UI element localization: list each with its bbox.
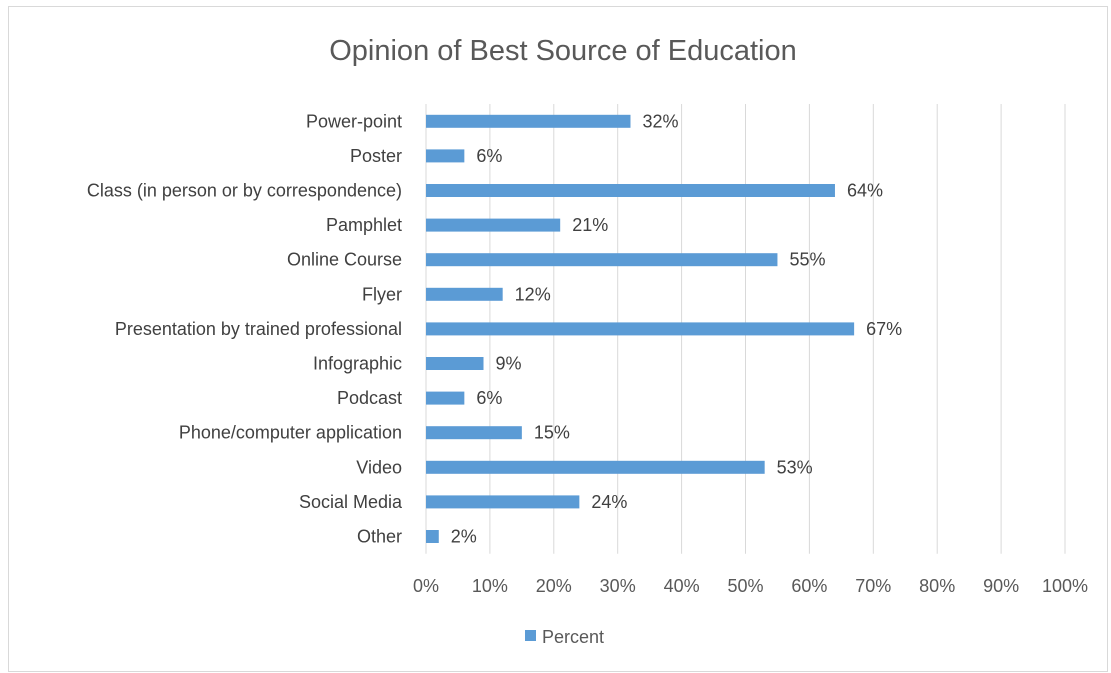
bar	[426, 184, 835, 197]
category-label: Other	[357, 527, 402, 547]
category-label: Pamphlet	[326, 215, 402, 235]
bar	[426, 495, 580, 509]
data-label: 6%	[476, 388, 502, 408]
data-label: 2%	[451, 527, 477, 547]
bar	[426, 460, 765, 474]
x-tick-label: 60%	[791, 576, 827, 596]
x-tick-label: 80%	[919, 576, 955, 596]
data-label: 15%	[534, 423, 570, 443]
data-label: 32%	[642, 111, 678, 131]
legend-label: Percent	[542, 627, 604, 647]
data-label: 12%	[515, 284, 551, 304]
category-label: Power-point	[306, 111, 402, 131]
category-label: Online Course	[287, 250, 402, 270]
bar	[426, 114, 631, 128]
bar	[426, 426, 522, 440]
bar	[426, 253, 778, 267]
x-tick-label: 100%	[1042, 576, 1088, 596]
category-label: Class (in person or by correspondence)	[87, 181, 402, 201]
bar	[426, 530, 439, 543]
legend-swatch	[525, 630, 536, 641]
data-label: 67%	[866, 319, 902, 339]
category-label: Flyer	[362, 284, 402, 304]
data-label: 64%	[847, 181, 883, 201]
x-tick-label: 0%	[413, 576, 439, 596]
x-tick-label: 30%	[600, 576, 636, 596]
x-tick-label: 90%	[983, 576, 1019, 596]
category-label: Phone/computer application	[179, 423, 402, 443]
data-label: 53%	[777, 457, 813, 477]
bar	[426, 149, 465, 163]
data-label: 24%	[591, 492, 627, 512]
gridlines	[425, 104, 1066, 554]
category-label: Presentation by trained professional	[115, 319, 402, 339]
x-axis-tick-labels: 0% 10% 20% 30% 40% 50% 60% 70% 80% 90% 100%	[413, 576, 1088, 596]
category-label: Poster	[350, 146, 402, 166]
category-labels: Power-point Poster Class (in person or by …	[87, 111, 403, 546]
x-tick-label: 50%	[727, 576, 763, 596]
data-label: 9%	[496, 354, 522, 374]
bar	[426, 218, 561, 232]
x-tick-label: 70%	[855, 576, 891, 596]
category-label: Video	[356, 457, 402, 477]
bar	[426, 322, 855, 336]
data-label: 21%	[572, 215, 608, 235]
x-tick-label: 10%	[472, 576, 508, 596]
category-label: Infographic	[313, 354, 402, 374]
chart-title: Opinion of Best Source of Education	[329, 35, 797, 67]
category-label: Social Media	[299, 492, 403, 512]
data-label: 6%	[476, 146, 502, 166]
bar	[426, 357, 484, 370]
bar	[426, 391, 465, 405]
x-tick-label: 20%	[536, 576, 572, 596]
bar-series	[426, 114, 855, 543]
category-label: Podcast	[337, 388, 402, 408]
legend: Percent	[525, 627, 604, 647]
bar	[426, 287, 503, 301]
data-labels: 32% 6% 64% 21% 55% 12% 67% 9% 6% 15% 53% 24% 2%	[451, 111, 902, 546]
data-label: 55%	[789, 250, 825, 270]
x-tick-label: 40%	[664, 576, 700, 596]
